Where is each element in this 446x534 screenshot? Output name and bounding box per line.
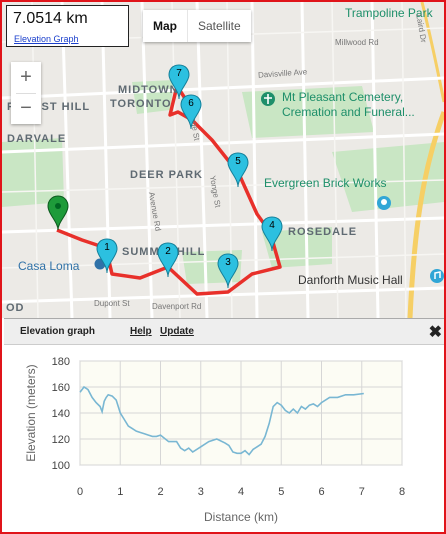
route-marker-1[interactable]: 1 xyxy=(96,238,118,274)
y-tick-label-4: 180 xyxy=(52,356,70,368)
y-tick-label-0: 100 xyxy=(52,460,70,472)
route-marker-5[interactable]: 5 xyxy=(227,152,249,188)
map-base xyxy=(2,2,444,318)
route-marker-4-label: 4 xyxy=(269,220,275,231)
map-label-rosedale: ROSEDALE xyxy=(288,226,358,238)
elevation-panel-title: Elevation graph xyxy=(20,326,96,337)
map-label-od: OD xyxy=(6,302,25,314)
route-marker-6-label: 6 xyxy=(188,98,194,109)
x-tick-label-1: 1 xyxy=(117,486,123,498)
zoom-in-button[interactable]: + xyxy=(20,66,32,88)
x-tick-label-8: 8 xyxy=(399,486,405,498)
map-label-evergreen-brick-works: Evergreen Brick Works xyxy=(264,176,387,190)
map-label-millwood-rd: Millwood Rd xyxy=(335,38,379,47)
x-tick-label-3: 3 xyxy=(198,486,204,498)
x-axis-label: Distance (km) xyxy=(204,510,278,524)
start-marker[interactable] xyxy=(46,194,70,232)
map-label-toronto: TORONTO xyxy=(110,98,172,110)
x-tick-label-5: 5 xyxy=(278,486,284,498)
elevation-panel: Elevation graph Help Update ✖ 100 120 140 1… xyxy=(4,318,444,532)
route-marker-3[interactable]: 3 xyxy=(217,253,239,289)
y-tick-label-3: 160 xyxy=(52,382,70,394)
map-type-map-button[interactable]: Map xyxy=(153,19,177,33)
brick-works-pin-icon xyxy=(377,196,391,210)
map-label-mt-pleasant-cemetery: Mt Pleasant Cemetery, xyxy=(282,90,404,104)
x-tick-label-7: 7 xyxy=(359,486,365,498)
route-marker-4[interactable]: 4 xyxy=(261,216,283,252)
x-tick-label-2: 2 xyxy=(157,486,163,498)
map-type-control: Map Satellite xyxy=(143,10,251,42)
map-label-davenport-rd: Davenport Rd xyxy=(152,302,202,311)
cemetery-pin-icon xyxy=(261,92,275,106)
route-marker-1-label: 1 xyxy=(104,242,110,253)
x-tick-label-0: 0 xyxy=(77,486,83,498)
route-marker-2[interactable]: 2 xyxy=(157,242,179,278)
y-tick-label-1: 120 xyxy=(52,434,70,446)
elevation-series-line xyxy=(79,385,364,456)
help-link[interactable]: Help xyxy=(130,326,152,337)
route-marker-6[interactable]: 6 xyxy=(180,94,202,130)
map-label-cremation: Cremation and Funeral... xyxy=(282,105,415,119)
y-tick-label-2: 140 xyxy=(52,408,70,420)
map-label-dupont-st: Dupont St xyxy=(94,299,130,308)
map-label-casa-loma: Casa Loma xyxy=(18,259,80,273)
x-tick-label-4: 4 xyxy=(238,486,244,498)
close-icon[interactable]: ✖ xyxy=(428,324,442,341)
map-label-danforth-music-hall: Danforth Music Hall xyxy=(298,273,403,287)
distance-box: 7.0514 km Elevation Graph xyxy=(6,5,129,47)
elevation-panel-header: Elevation graph Help Update ✖ xyxy=(4,319,444,345)
route-marker-7-label: 7 xyxy=(176,68,182,79)
route-marker-2-label: 2 xyxy=(165,246,171,257)
update-link[interactable]: Update xyxy=(160,326,194,337)
map-label-darvale: DARVALE xyxy=(7,133,67,145)
zoom-control: + − xyxy=(11,62,41,124)
map-label-trampoline-park: Trampoline Park xyxy=(345,6,433,20)
map-label-midtown: MIDTOWN xyxy=(118,84,179,96)
distance-value: 7.0514 km xyxy=(13,10,88,27)
map-type-satellite-button[interactable]: Satellite xyxy=(187,10,251,42)
map-label-deer-park: DEER PARK xyxy=(130,169,203,181)
y-axis-label: Elevation (meters) xyxy=(24,364,38,461)
route-marker-3-label: 3 xyxy=(225,257,231,268)
route-marker-7[interactable]: 7 xyxy=(168,64,190,100)
map-view[interactable]: Trampoline Park Millwood Rd Davisville A… xyxy=(2,2,444,318)
route-marker-5-label: 5 xyxy=(235,156,241,167)
zoom-out-button[interactable]: − xyxy=(20,97,32,119)
music-hall-pin-icon xyxy=(430,269,444,283)
elevation-chart: 100 120 140 160 180 0 1 2 3 4 5 6 7 8 Distance (km) Ele… xyxy=(24,356,405,524)
elevation-graph-link[interactable]: Elevation Graph xyxy=(14,34,79,44)
x-tick-label-6: 6 xyxy=(318,486,324,498)
zoom-divider xyxy=(16,93,36,94)
